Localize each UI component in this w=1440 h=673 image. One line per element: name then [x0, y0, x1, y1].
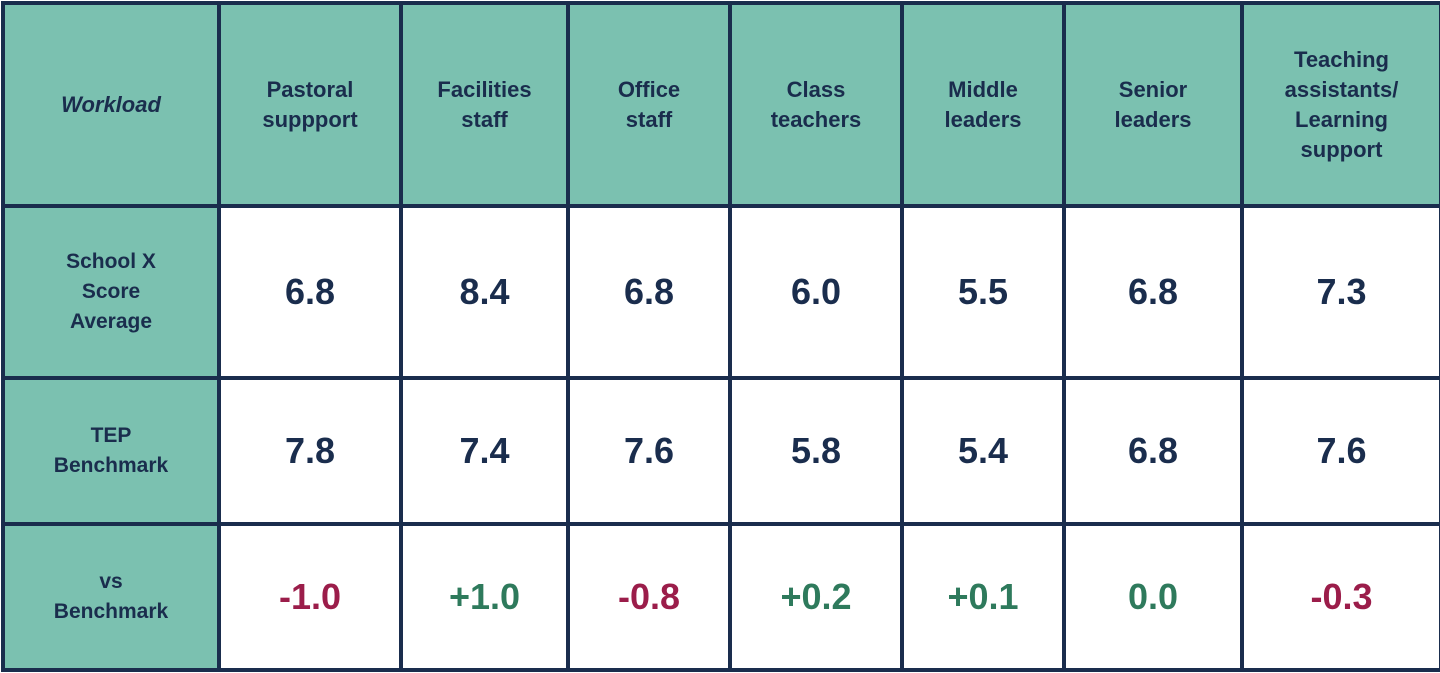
row-label-line: TEP: [90, 424, 132, 447]
score-value-cell: 5.4: [900, 376, 1066, 526]
score-value-cell: 7.6: [566, 376, 732, 526]
column-header-line: Learning: [1295, 106, 1388, 132]
difference-value-cell: -0.8: [566, 522, 732, 672]
column-header-line: suppport: [262, 106, 358, 132]
column-header-line: leaders: [1114, 106, 1192, 132]
column-header: Facilities staff: [399, 1, 570, 208]
column-header: Middle leaders: [900, 1, 1066, 208]
column-header: Teaching assistants/Learning support: [1240, 1, 1440, 208]
difference-value-cell: -0.3: [1240, 522, 1440, 672]
benchmark-row: TEP Benchmark 7.8 7.4 7.6 5.8 5.4 6.8 7.6: [1, 376, 1440, 526]
score-value-cell: 5.8: [728, 376, 904, 526]
column-header-line: Class: [786, 76, 846, 102]
difference-value-cell: +1.0: [399, 522, 570, 672]
column-header-line: staff: [625, 106, 673, 132]
score-value-cell: 7.6: [1240, 376, 1440, 526]
score-value-cell: 8.4: [399, 204, 570, 380]
column-header-line: Teaching: [1294, 46, 1389, 72]
difference-value-cell: 0.0: [1062, 522, 1244, 672]
score-value-cell: 6.8: [1062, 376, 1244, 526]
row-label-line: Benchmark: [53, 600, 169, 623]
column-header: Class teachers: [728, 1, 904, 208]
column-header-line: support: [1300, 136, 1383, 162]
row-label-benchmark: TEP Benchmark: [1, 376, 221, 526]
row-label-line: Average: [69, 310, 153, 333]
score-value-cell: 5.5: [900, 204, 1066, 380]
row-label-line: Benchmark: [53, 454, 169, 477]
column-header-line: leaders: [944, 106, 1022, 132]
row-label-line: Score: [81, 280, 141, 303]
column-header-line: assistants/: [1284, 76, 1399, 102]
score-value-cell: 7.8: [217, 376, 403, 526]
row-label-vs-benchmark: vs Benchmark: [1, 522, 221, 672]
score-value-cell: 6.8: [1062, 204, 1244, 380]
score-value-cell: 6.0: [728, 204, 904, 380]
column-header-line: Facilities: [437, 76, 532, 102]
difference-value-cell: +0.1: [900, 522, 1066, 672]
school-score-row: School X Score Average 6.8 8.4 6.8 6.0 5.5 6.8 7…: [1, 204, 1440, 380]
column-header-line: Middle: [948, 76, 1018, 102]
row-label-line: School X: [66, 250, 156, 273]
column-header-line: staff: [461, 106, 508, 132]
column-header-line: Pastoral: [266, 76, 354, 102]
header-row: Workload Pastoral suppport Facilities staf…: [1, 1, 1440, 208]
score-value-cell: 6.8: [217, 204, 403, 380]
column-header-line: Senior: [1118, 76, 1188, 102]
difference-value-cell: +0.2: [728, 522, 904, 672]
column-header: Office staff: [566, 1, 732, 208]
column-header: Senior leaders: [1062, 1, 1244, 208]
row-label-line: vs: [99, 570, 123, 593]
row-label-school-score: School X Score Average: [1, 204, 221, 380]
score-value-cell: 7.3: [1240, 204, 1440, 380]
score-value-cell: 6.8: [566, 204, 732, 380]
column-header-line: teachers: [770, 106, 862, 132]
score-value-cell: 7.4: [399, 376, 570, 526]
difference-row: vs Benchmark -1.0 +1.0 -0.8 +0.2 +0.1 0.0 -0.3: [1, 522, 1440, 672]
difference-value-cell: -1.0: [217, 522, 403, 672]
workload-header: Workload: [1, 1, 221, 208]
column-header: Pastoral suppport: [217, 1, 403, 208]
column-header-line: Office: [617, 76, 681, 102]
